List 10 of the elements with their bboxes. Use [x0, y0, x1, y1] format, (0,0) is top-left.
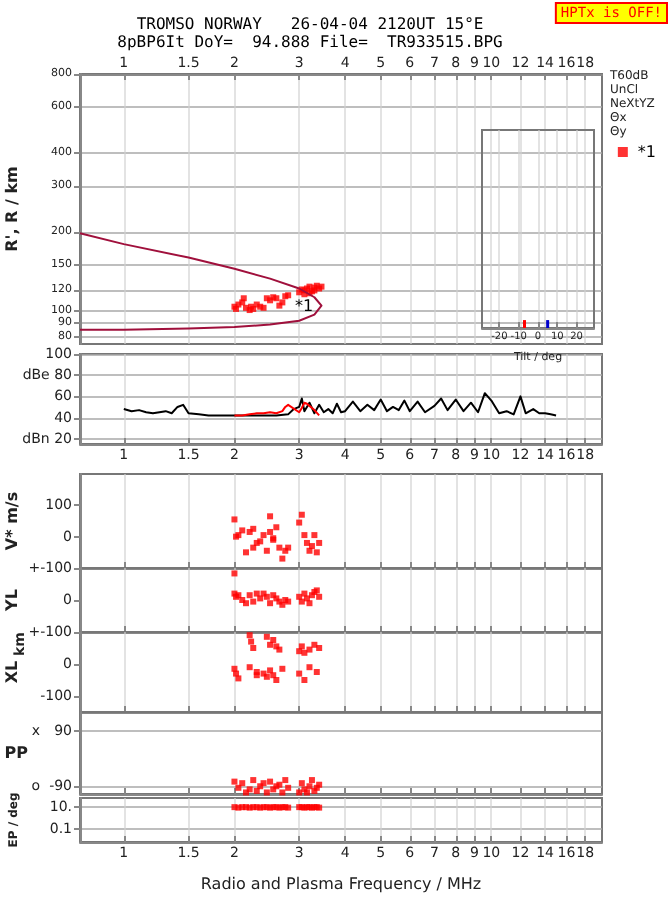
legend-label: *1: [637, 143, 657, 161]
y-axis-title: R', R / km: [3, 166, 21, 252]
y-axis-title: YL: [3, 589, 21, 613]
annotation: *1: [294, 296, 314, 315]
x-axis-title: Radio and Plasma Frequency / MHz: [200, 875, 482, 893]
chart-subtitle: 8pBP6It DoY= 94.888 File= TR933515.BPG: [117, 33, 504, 51]
y-axis-title: V* m/s: [3, 491, 21, 551]
y-axis-title: XL: [3, 660, 21, 684]
y-axis-title: PP: [4, 744, 29, 762]
chart-title: TROMSO NORWAY 26-04-04 2120UT 15°E: [136, 15, 484, 33]
